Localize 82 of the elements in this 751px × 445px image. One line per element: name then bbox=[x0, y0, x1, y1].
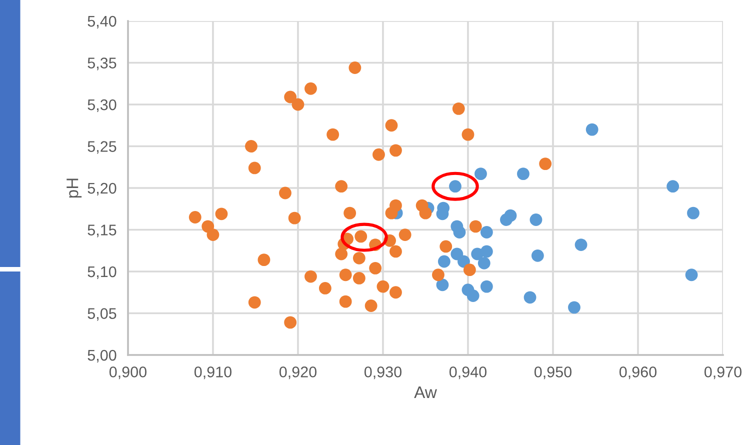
point bbox=[517, 168, 530, 180]
point bbox=[574, 238, 588, 252]
point bbox=[248, 296, 261, 309]
point bbox=[390, 144, 402, 157]
y-tick-label: 5,25 bbox=[88, 141, 116, 154]
y-tick-label: 5,00 bbox=[88, 350, 116, 363]
point bbox=[339, 295, 352, 308]
point bbox=[372, 148, 385, 161]
point bbox=[666, 180, 680, 193]
point bbox=[248, 162, 261, 174]
y-tick-label: 5,15 bbox=[88, 224, 116, 238]
point bbox=[398, 228, 412, 241]
point bbox=[339, 268, 352, 282]
point bbox=[344, 206, 356, 220]
y-axis-title: pH bbox=[66, 178, 82, 198]
point bbox=[419, 206, 432, 220]
x-tick-label: 0,970 bbox=[704, 366, 742, 380]
y-tick-label: 5,30 bbox=[88, 99, 116, 112]
x-tick-label: 0,940 bbox=[449, 366, 486, 380]
x-tick-label: 0,960 bbox=[619, 366, 657, 380]
point bbox=[462, 128, 474, 141]
point bbox=[304, 82, 317, 95]
x-tick-label: 0,950 bbox=[534, 366, 572, 380]
point bbox=[369, 262, 382, 274]
point bbox=[453, 226, 466, 238]
point bbox=[440, 240, 452, 253]
point bbox=[480, 226, 493, 238]
point bbox=[284, 316, 297, 329]
point bbox=[463, 264, 476, 276]
point bbox=[352, 252, 366, 264]
point bbox=[215, 208, 228, 220]
point bbox=[258, 254, 270, 266]
point bbox=[390, 286, 402, 299]
point bbox=[469, 220, 482, 233]
point bbox=[385, 119, 398, 132]
point bbox=[335, 248, 348, 260]
point bbox=[279, 186, 292, 200]
point bbox=[288, 212, 301, 224]
point bbox=[188, 211, 202, 224]
y-tick-label: 5,05 bbox=[88, 308, 116, 321]
point bbox=[352, 272, 366, 284]
x-tick-label: 0,930 bbox=[364, 366, 402, 380]
point bbox=[304, 270, 317, 283]
point bbox=[284, 90, 297, 104]
point bbox=[206, 228, 220, 241]
point bbox=[466, 290, 480, 302]
point bbox=[292, 98, 304, 111]
point bbox=[539, 158, 552, 170]
y-tick-label: 5,10 bbox=[88, 266, 116, 280]
point bbox=[318, 282, 332, 294]
point bbox=[438, 255, 450, 268]
point bbox=[245, 140, 258, 152]
x-tick-label: 0,910 bbox=[194, 366, 232, 380]
point bbox=[524, 291, 536, 304]
y-tick-label: 5,35 bbox=[88, 58, 116, 70]
point bbox=[390, 245, 402, 258]
point bbox=[385, 206, 398, 220]
y-tick-label: 5,20 bbox=[88, 182, 116, 196]
point bbox=[478, 256, 490, 270]
point bbox=[348, 62, 362, 74]
y-tick-label: 5,40 bbox=[88, 16, 116, 28]
point bbox=[480, 245, 493, 258]
point bbox=[687, 206, 700, 220]
point bbox=[474, 168, 487, 180]
point bbox=[376, 280, 390, 293]
point bbox=[568, 301, 580, 314]
point bbox=[432, 268, 444, 282]
point bbox=[685, 268, 698, 282]
point bbox=[335, 180, 348, 193]
x-axis-title: Aw bbox=[414, 386, 437, 398]
point bbox=[586, 123, 598, 136]
point bbox=[458, 255, 470, 268]
point bbox=[504, 209, 517, 222]
point bbox=[436, 278, 449, 292]
point bbox=[326, 128, 340, 141]
point bbox=[452, 102, 465, 115]
point bbox=[480, 280, 493, 293]
point bbox=[530, 214, 542, 226]
x-tick-label: 0,900 bbox=[109, 366, 146, 380]
point bbox=[531, 249, 544, 262]
x-tick-label: 0,920 bbox=[279, 366, 316, 380]
point bbox=[364, 300, 378, 312]
